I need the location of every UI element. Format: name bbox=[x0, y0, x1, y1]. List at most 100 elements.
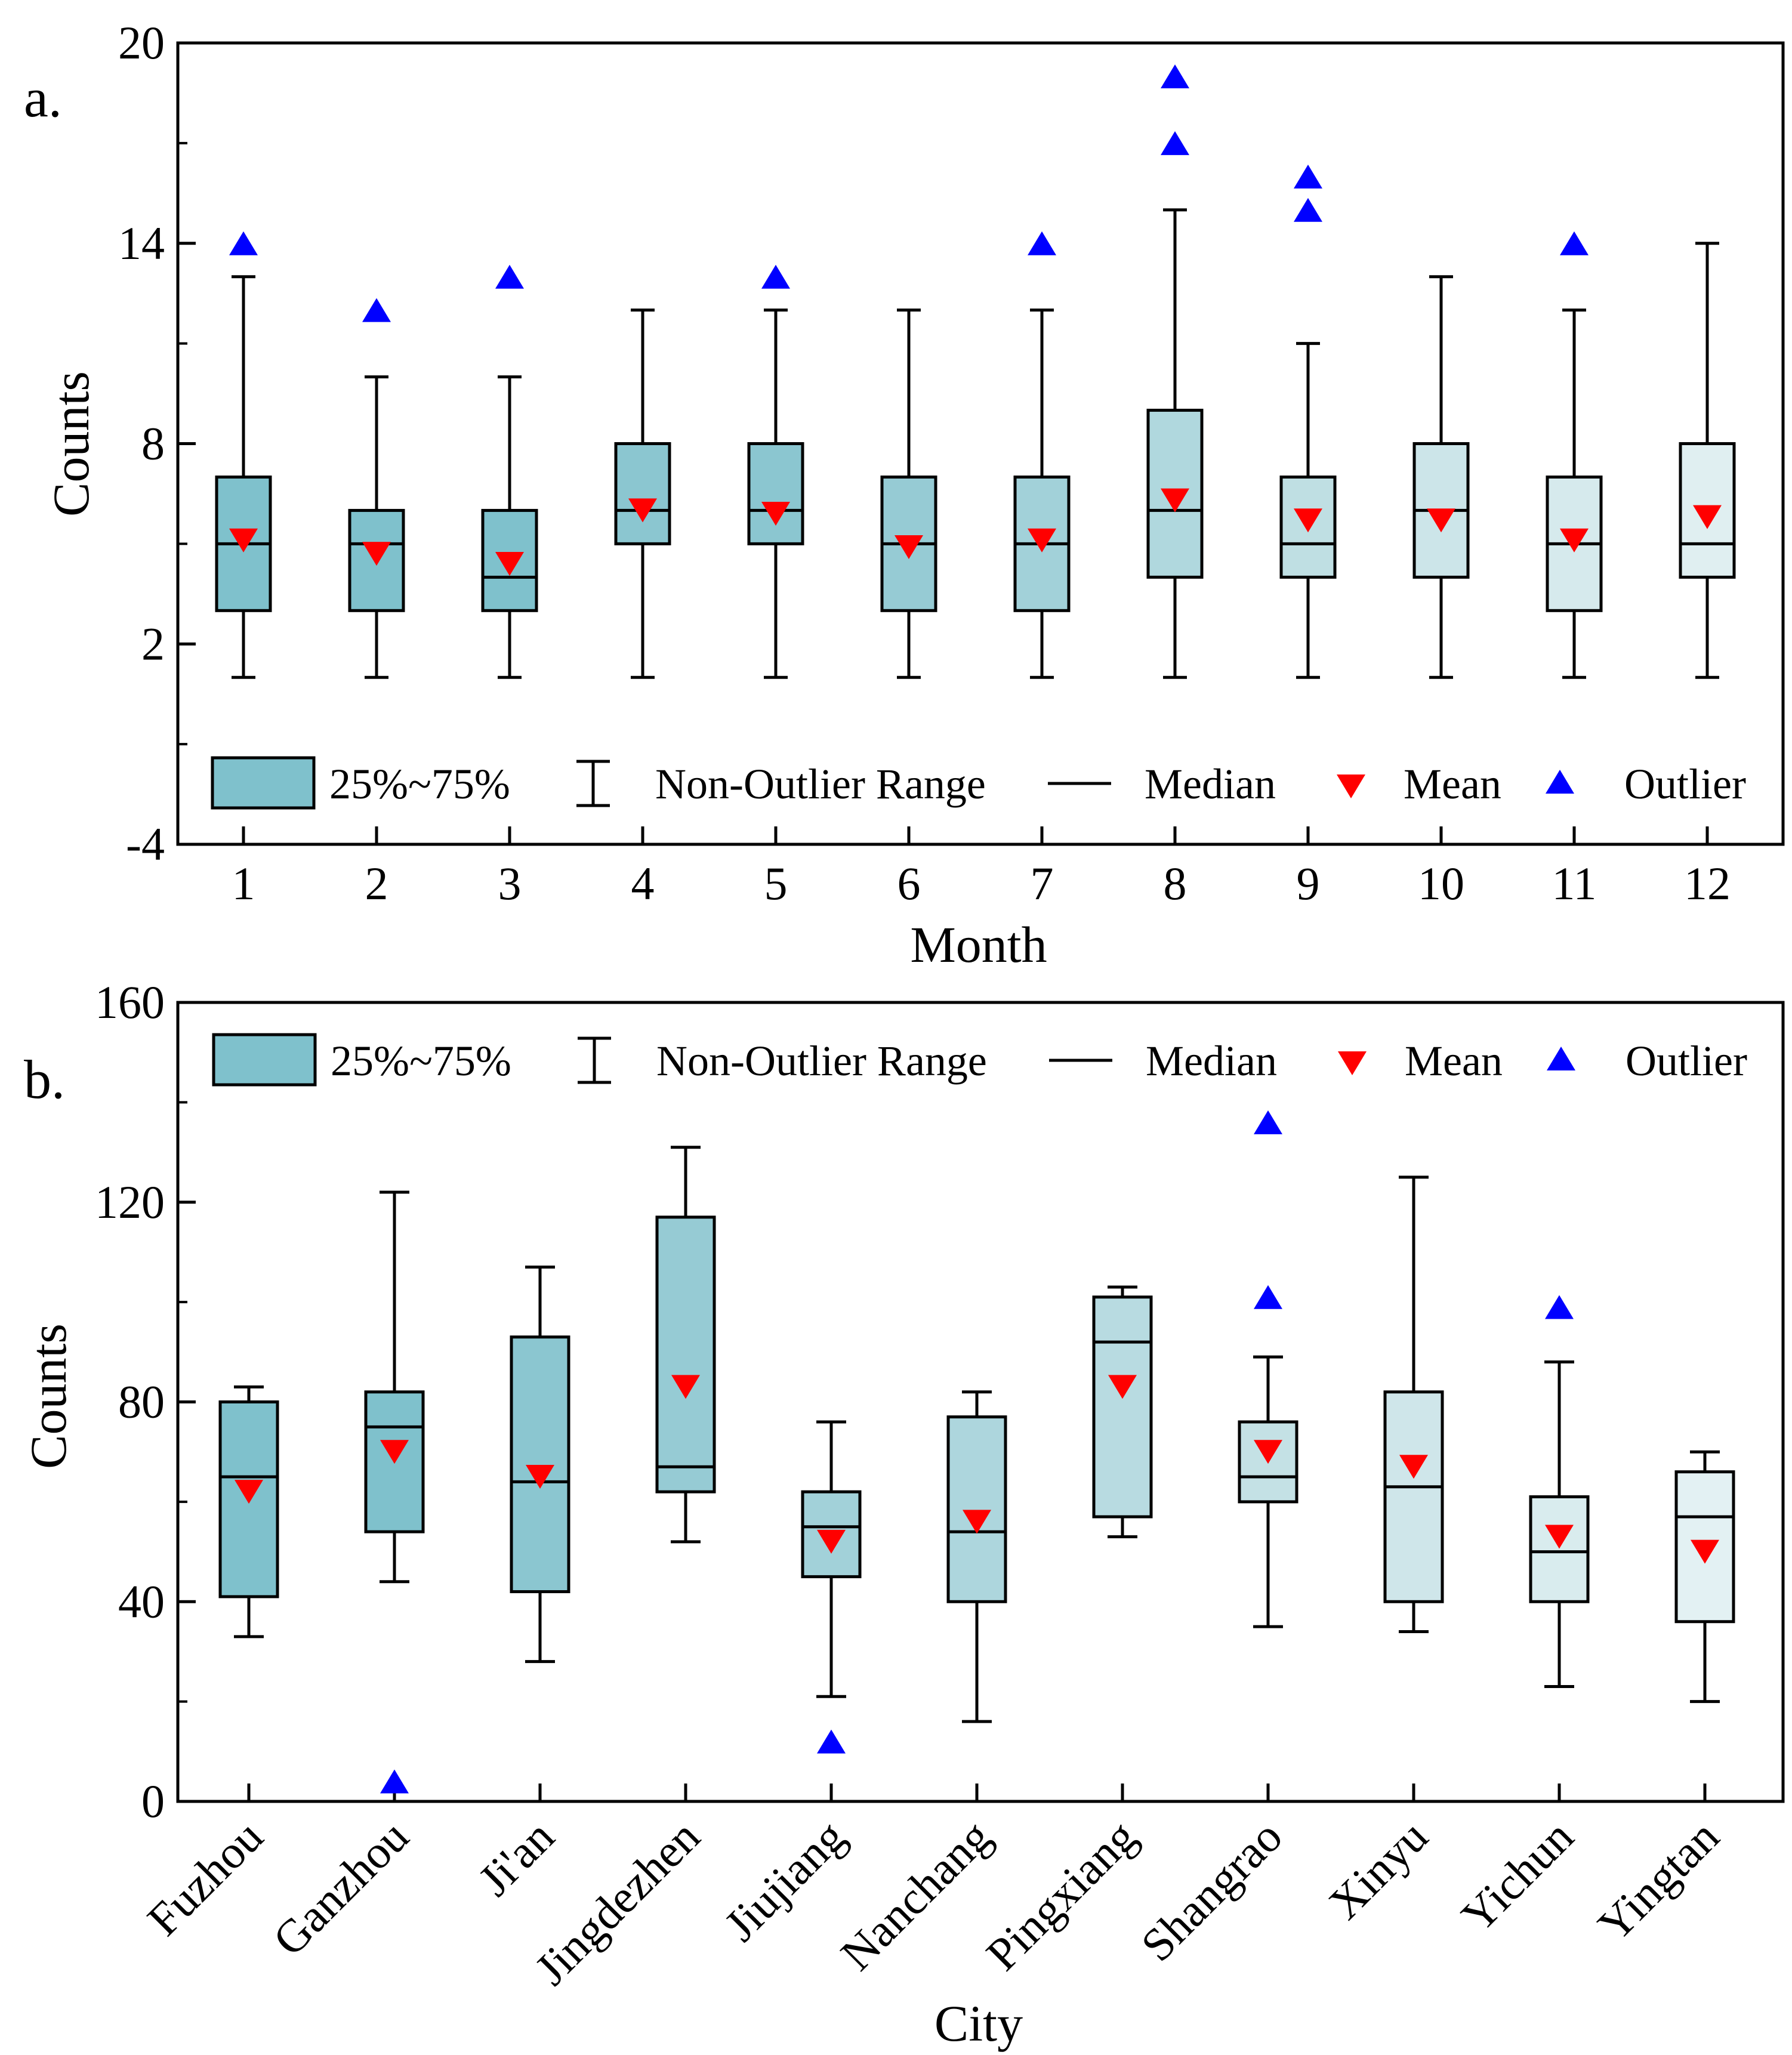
x-tick-label: 9 bbox=[1297, 857, 1320, 909]
mean-marker bbox=[235, 1480, 263, 1504]
box-group-Fuzhou bbox=[218, 1385, 279, 1639]
mean-marker bbox=[963, 1510, 991, 1534]
iqr-box bbox=[1092, 1295, 1153, 1519]
outlier-marker bbox=[229, 231, 258, 255]
legend-label-outlier-a: Outlier bbox=[1624, 760, 1746, 808]
x-axis-title-a: Month bbox=[910, 916, 1047, 973]
x-tick-label: 11 bbox=[1552, 857, 1596, 909]
legend-box-swatch-a bbox=[211, 756, 316, 810]
legend-label-box-a: 25%~75% bbox=[329, 760, 510, 808]
y-axis-b: 0 40 80 120 160 bbox=[95, 976, 196, 1827]
outlier-marker bbox=[761, 264, 790, 289]
box-group-2 bbox=[348, 298, 405, 679]
outlier-marker bbox=[1560, 231, 1589, 255]
x-tick-label: 7 bbox=[1031, 857, 1054, 909]
legend-outlier-swatch-a bbox=[1546, 770, 1574, 794]
mean-marker bbox=[1161, 488, 1189, 513]
x-axis-title-b: City bbox=[934, 1995, 1023, 2052]
mean-marker bbox=[1028, 528, 1056, 553]
box-group-7 bbox=[1013, 231, 1071, 679]
mean-marker bbox=[495, 551, 524, 576]
box-group-10 bbox=[1412, 275, 1470, 679]
box-group-Ji'an bbox=[510, 1266, 570, 1664]
y-tick-label: 2 bbox=[141, 618, 165, 669]
x-tick-label: 1 bbox=[232, 857, 255, 909]
panel-label-a: a. bbox=[24, 67, 62, 128]
legend-range-swatch-a bbox=[576, 760, 610, 807]
outlier-marker bbox=[380, 1769, 409, 1794]
outlier-marker bbox=[1254, 1110, 1282, 1134]
box-group-12 bbox=[1679, 242, 1736, 679]
y-axis-title-b: Counts bbox=[20, 1323, 77, 1469]
box-group-Yingtan bbox=[1674, 1450, 1735, 1704]
box-group-Jiujiang bbox=[801, 1420, 862, 1754]
iqr-box bbox=[747, 442, 804, 545]
box-group-Ganzhou bbox=[364, 1190, 425, 1794]
mean-marker bbox=[526, 1465, 554, 1489]
box-group-Shangrao bbox=[1238, 1110, 1298, 1628]
outlier-marker bbox=[1161, 64, 1189, 88]
mean-marker bbox=[628, 498, 657, 523]
box-group-Yichun bbox=[1529, 1295, 1590, 1689]
y-tick-label: 8 bbox=[141, 418, 165, 470]
legend-label-range-a: Non-Outlier Range bbox=[655, 760, 986, 808]
mean-marker bbox=[1545, 1525, 1574, 1549]
mean-marker bbox=[1294, 508, 1322, 533]
outlier-marker bbox=[1161, 131, 1189, 155]
mean-marker bbox=[1693, 505, 1722, 529]
legend-box-swatch-b bbox=[212, 1033, 317, 1087]
box-group-Pingxiang bbox=[1092, 1285, 1153, 1538]
y-tick-label: 160 bbox=[95, 976, 165, 1028]
legend-label-mean-b: Mean bbox=[1405, 1037, 1503, 1085]
outlier-marker bbox=[362, 298, 391, 322]
x-tick-label: 8 bbox=[1164, 857, 1187, 909]
y-tick-label: 14 bbox=[118, 217, 165, 269]
panel-label-b: b. bbox=[24, 1049, 65, 1110]
outlier-marker bbox=[1294, 198, 1322, 222]
legend-mean-swatch-b bbox=[1338, 1051, 1367, 1075]
x-tick-label: 6 bbox=[897, 857, 921, 909]
box-group-9 bbox=[1279, 164, 1337, 679]
x-tick-label: 12 bbox=[1684, 857, 1731, 909]
outlier-marker bbox=[1294, 164, 1322, 189]
box-group-11 bbox=[1546, 231, 1603, 679]
x-tick-label: 4 bbox=[631, 857, 655, 909]
y-tick-label: 0 bbox=[141, 1775, 165, 1827]
iqr-box bbox=[946, 1415, 1007, 1603]
mean-marker bbox=[380, 1440, 409, 1464]
x-axis-a: 1 2 3 4 5 6 7 8 9 10 11 12 bbox=[232, 826, 1731, 909]
iqr-box bbox=[1279, 475, 1337, 579]
iqr-box bbox=[1529, 1495, 1590, 1603]
legend-label-median-a: Median bbox=[1145, 760, 1276, 808]
mean-marker bbox=[895, 535, 923, 559]
y-axis-a: -4 2 8 14 20 bbox=[118, 17, 196, 870]
legend-label-range-b: Non-Outlier Range bbox=[656, 1037, 987, 1085]
iqr-box bbox=[1383, 1390, 1444, 1603]
box-group-8 bbox=[1146, 64, 1204, 679]
x-tick-label: 3 bbox=[498, 857, 522, 909]
y-tick-label: 80 bbox=[118, 1376, 165, 1428]
mean-marker bbox=[362, 542, 391, 566]
x-tick-label: 5 bbox=[764, 857, 788, 909]
mean-marker bbox=[1254, 1440, 1282, 1464]
mean-marker bbox=[1427, 508, 1455, 533]
legend-a: 25%~75% Non-Outlier Range Median Mean Ou… bbox=[211, 756, 1746, 810]
legend-b: 25%~75% Non-Outlier Range Median Mean Ou… bbox=[212, 1033, 1747, 1087]
mean-marker bbox=[671, 1375, 700, 1399]
box-group-6 bbox=[880, 308, 937, 679]
x-tick-label: 10 bbox=[1418, 857, 1464, 909]
box-group-3 bbox=[481, 264, 538, 679]
legend-label-median-b: Median bbox=[1146, 1037, 1277, 1085]
box-group-5 bbox=[747, 264, 804, 679]
iqr-box bbox=[655, 1215, 716, 1494]
outlier-marker bbox=[1545, 1295, 1574, 1319]
outlier-marker bbox=[1028, 231, 1056, 255]
mean-marker bbox=[1691, 1539, 1719, 1564]
boxplots-month bbox=[215, 64, 1736, 679]
y-tick-label: 20 bbox=[118, 17, 165, 69]
iqr-box bbox=[614, 442, 671, 545]
y-axis-title-a: Counts bbox=[42, 371, 100, 517]
